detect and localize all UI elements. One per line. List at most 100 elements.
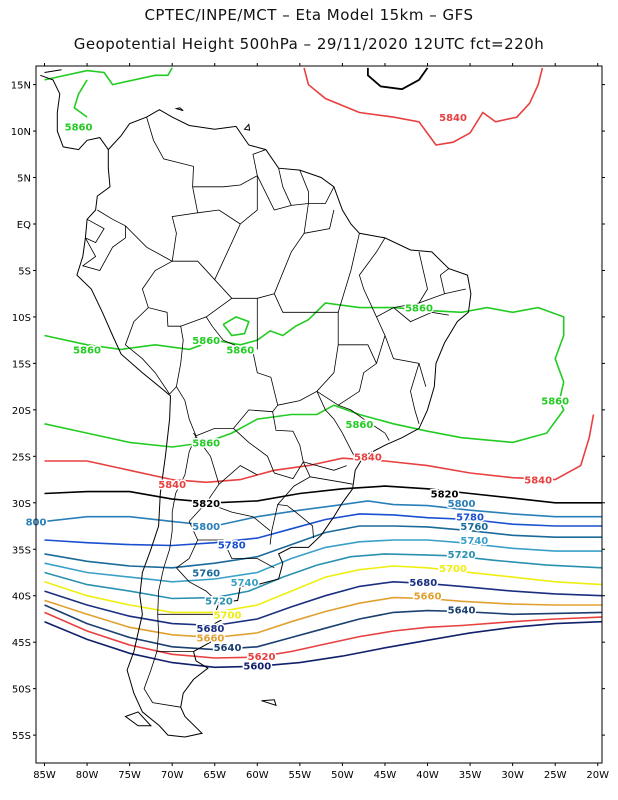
island (174, 107, 184, 112)
lon-label: 80W (76, 770, 99, 781)
political-border (85, 218, 105, 244)
contour-label: 5820 (192, 499, 220, 510)
contour-label: 5640 (214, 643, 242, 654)
contour-5720 (44, 553, 603, 600)
lat-label: 55S (12, 731, 31, 742)
lon-label: 25W (544, 770, 567, 781)
political-border (218, 465, 258, 485)
contour-label: 5640 (448, 606, 476, 617)
lon-label: 85W (33, 770, 56, 781)
political-border (299, 169, 309, 204)
contour-5600 (44, 620, 603, 669)
political-border (269, 504, 279, 545)
political-border (233, 428, 304, 480)
political-border (337, 233, 360, 313)
contour-label: 5780 (218, 541, 246, 552)
political-border (439, 268, 450, 294)
political-border (141, 260, 184, 395)
lat-label: EQ (17, 220, 31, 231)
political-border (273, 293, 339, 406)
political-border (310, 476, 353, 485)
lat-label: 20S (12, 406, 31, 417)
political-border (304, 209, 335, 234)
political-border (316, 391, 356, 459)
political-border (206, 502, 271, 532)
contour-label: 5860 (65, 122, 93, 133)
chart-title: CPTEC/INPE/MCT – Eta Model 15km – GFS (144, 6, 474, 24)
contour-label: 5720 (205, 596, 233, 607)
political-border (316, 344, 378, 406)
lon-label: 60W (246, 770, 269, 781)
political-border (272, 411, 304, 462)
lat-label: 10N (11, 127, 31, 138)
south-america-coast (76, 109, 472, 738)
political-border (172, 260, 275, 299)
lat-label: 5N (17, 174, 31, 185)
coastline (40, 69, 472, 738)
contour-label: 5860 (346, 420, 374, 431)
contour-label: 5760 (192, 568, 220, 579)
political-border (256, 175, 335, 211)
contour-5840-south (44, 414, 595, 484)
contour-label: 5740 (460, 536, 488, 547)
lon-label: 35W (459, 770, 482, 781)
contour-label: 5700 (214, 610, 242, 621)
contour-label: 5860 (541, 397, 569, 408)
contour-label: 5660 (197, 634, 225, 645)
contour-5840-north (303, 67, 544, 146)
political-border (338, 404, 390, 441)
lon-label: 55W (289, 770, 312, 781)
lon-label: 50W (331, 770, 354, 781)
contour-5860-south (44, 400, 565, 448)
lat-label: 50S (12, 685, 31, 696)
lon-label: 20W (586, 770, 609, 781)
lat-label: 25S (12, 452, 31, 463)
contour-5660 (44, 596, 602, 639)
contour-label: 5860 (192, 438, 220, 449)
island (124, 711, 153, 727)
contour-label: 5760 (460, 522, 488, 533)
contour-label: 5600 (243, 661, 271, 672)
contour-5820 (44, 485, 602, 504)
political-border (205, 297, 233, 318)
lat-label: 40S (12, 592, 31, 603)
island (243, 123, 251, 131)
contour-5680 (44, 580, 603, 627)
political-border (180, 316, 279, 412)
contour-5860-north-2 (73, 79, 88, 118)
contour-5860-loop (222, 316, 250, 337)
contour-label: 5860 (73, 345, 101, 356)
contour-lines (44, 67, 603, 669)
lon-label: 65W (203, 770, 226, 781)
contour-label: 5840 (439, 113, 467, 124)
political-border (97, 116, 199, 262)
contour-label: 5680 (409, 578, 437, 589)
contour-label: 5680 (197, 624, 225, 635)
contour-label: 5840 (354, 452, 382, 463)
lat-label: 15N (11, 81, 31, 92)
political-border (358, 237, 386, 318)
contour-label: 5720 (448, 550, 476, 561)
contour-label: 5660 (414, 592, 442, 603)
political-border (278, 168, 292, 206)
lat-label: 10S (12, 313, 31, 324)
political-border (410, 363, 420, 424)
political-border (393, 307, 449, 323)
contour-label: 5620 (248, 652, 276, 663)
lon-label: 70W (161, 770, 184, 781)
contour-5880-top (367, 67, 429, 91)
lon-label: 40W (416, 770, 439, 781)
contour-5800 (44, 500, 602, 527)
axis-ticks: 15N 10N 5N EQ 5S 10S 15S 20S 25S 30S 35S 40S 45S 50S 5… (11, 63, 609, 781)
contour-label: 5700 (439, 564, 467, 575)
contour-label: 5800 (448, 499, 476, 510)
political-border (197, 209, 241, 225)
political-border (81, 225, 126, 271)
contour-label: 5780 (456, 513, 484, 524)
chart-subtitle: Geopotential Height 500hPa – 29/11/2020 … (73, 35, 545, 53)
island (261, 699, 277, 707)
contour-5620 (44, 611, 603, 659)
contour-5860-north (44, 67, 173, 86)
contour-5740 (44, 539, 602, 583)
